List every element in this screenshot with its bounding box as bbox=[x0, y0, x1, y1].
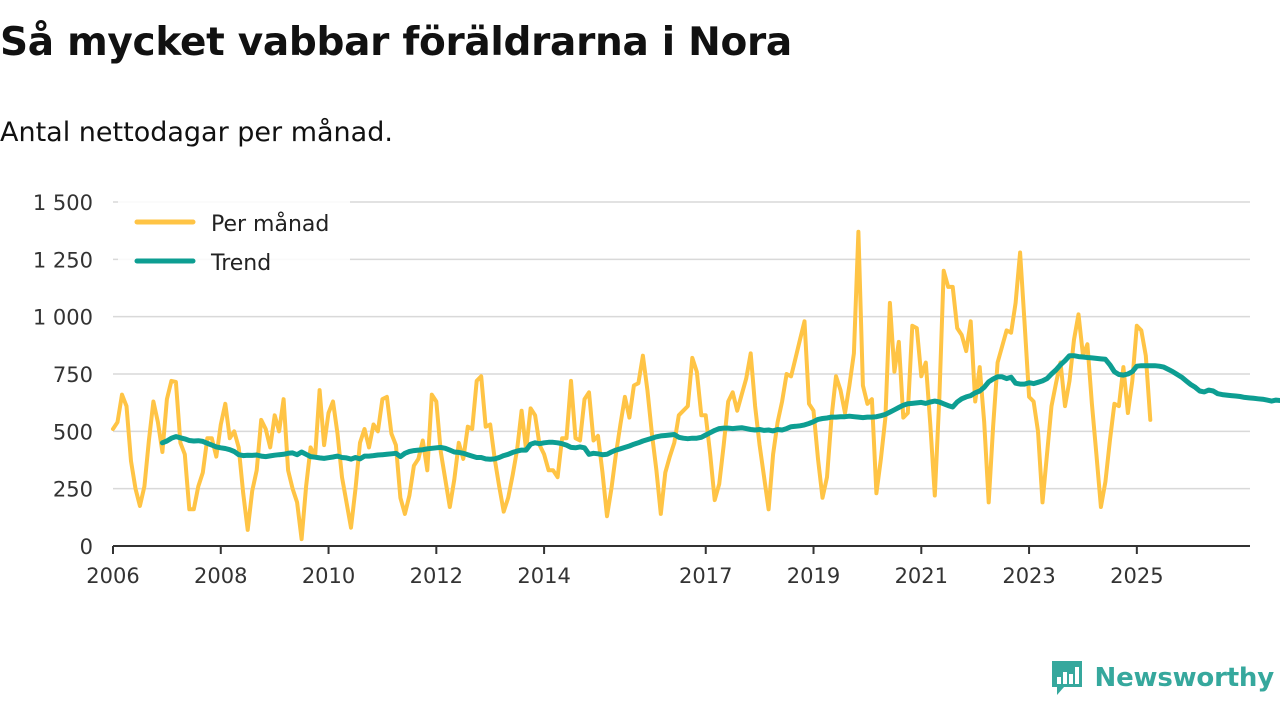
monthly-series-line bbox=[111, 229, 1153, 542]
y-tick-label: 250 bbox=[53, 478, 93, 502]
legend-label-trend: Trend bbox=[210, 251, 271, 276]
x-tick-label: 2025 bbox=[1110, 564, 1163, 588]
x-tick-label: 2008 bbox=[194, 564, 247, 588]
legend-background bbox=[118, 196, 350, 286]
x-tick-label: 2021 bbox=[895, 564, 948, 588]
x-tick-label: 2012 bbox=[410, 564, 463, 588]
x-tick-label: 2010 bbox=[302, 564, 355, 588]
x-axis: 2006 2008 2010 2012 2014 2017 2019 2021 2023 2025 bbox=[86, 545, 1250, 588]
x-tick-label: 2017 bbox=[679, 564, 732, 588]
brand-logo: Newsworthy bbox=[1049, 658, 1274, 698]
legend-label-monthly: Per månad bbox=[211, 211, 329, 237]
y-tick-label: 500 bbox=[53, 420, 93, 444]
chart-subtitle: Antal nettodagar per månad. bbox=[0, 117, 393, 148]
y-tick-label: 750 bbox=[53, 363, 93, 387]
brand-name: Newsworthy bbox=[1094, 663, 1275, 693]
legend: Per månad Trend bbox=[118, 196, 350, 286]
newsworthy-logo-icon bbox=[1051, 661, 1082, 695]
y-tick-label: 1 000 bbox=[33, 306, 93, 330]
y-tick-label: 1 250 bbox=[33, 248, 93, 272]
x-tick-label: 2014 bbox=[517, 564, 570, 588]
y-axis-ticks: 0 250 500 750 1 000 1 250 1 500 bbox=[33, 191, 93, 559]
x-tick-label: 2019 bbox=[787, 564, 840, 588]
x-tick-label: 2006 bbox=[86, 564, 139, 588]
y-tick-label: 0 bbox=[80, 535, 93, 559]
y-tick-label: 1 500 bbox=[33, 191, 93, 215]
trend-series-line bbox=[159, 353, 1280, 462]
chart-title: Så mycket vabbar föräldrarna i Nora bbox=[0, 20, 792, 65]
series-layer bbox=[111, 229, 1280, 542]
x-tick-label: 2023 bbox=[1002, 564, 1055, 588]
